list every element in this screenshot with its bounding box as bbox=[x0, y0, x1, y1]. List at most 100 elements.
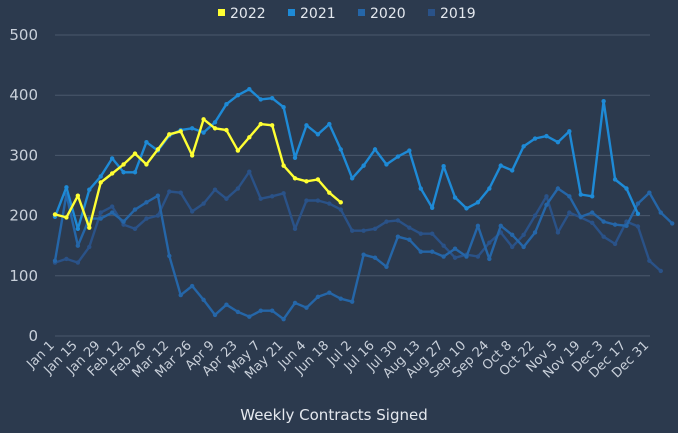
data-point-2021 bbox=[258, 97, 263, 102]
data-point-2021 bbox=[555, 139, 561, 145]
data-point-2021 bbox=[247, 86, 252, 92]
data-point-2022 bbox=[109, 171, 115, 176]
data-point-2022 bbox=[338, 200, 343, 205]
data-point-2020 bbox=[98, 216, 103, 221]
data-point-2019 bbox=[201, 201, 206, 206]
data-point-2022 bbox=[269, 123, 275, 128]
legend-label: 2019 bbox=[440, 6, 476, 22]
data-point-2020 bbox=[544, 202, 549, 207]
data-point-2020 bbox=[144, 200, 149, 205]
data-point-2019 bbox=[212, 187, 218, 192]
data-point-2019 bbox=[109, 204, 115, 209]
data-point-2019 bbox=[475, 254, 481, 259]
data-point-2021 bbox=[441, 164, 446, 169]
data-point-2020 bbox=[670, 221, 675, 226]
legend-swatch bbox=[428, 9, 435, 16]
data-point-2021 bbox=[452, 195, 458, 200]
data-point-2022 bbox=[224, 127, 229, 133]
data-point-2019 bbox=[372, 226, 378, 232]
data-point-2019 bbox=[87, 244, 92, 250]
legend-item-2022[interactable]: 2022 bbox=[218, 6, 266, 22]
data-point-2022 bbox=[75, 193, 81, 198]
data-point-2020 bbox=[532, 230, 538, 235]
data-point-2021 bbox=[212, 120, 218, 125]
data-point-2020 bbox=[121, 219, 126, 224]
legend-item-2019[interactable]: 2019 bbox=[428, 6, 476, 22]
legend-label: 2020 bbox=[370, 6, 406, 22]
data-point-2021 bbox=[224, 102, 229, 107]
data-point-2022 bbox=[235, 148, 241, 153]
data-point-2020 bbox=[464, 254, 469, 259]
data-point-2019 bbox=[224, 196, 229, 201]
data-point-2021 bbox=[109, 156, 115, 161]
data-point-2021 bbox=[532, 136, 538, 141]
legend: 2022 2021 2020 2019 bbox=[218, 6, 476, 22]
data-point-2021 bbox=[384, 162, 389, 167]
data-point-2020 bbox=[212, 312, 218, 318]
data-point-2021 bbox=[464, 206, 469, 211]
data-point-2020 bbox=[418, 249, 423, 254]
data-point-2020 bbox=[624, 223, 629, 229]
data-point-2021 bbox=[395, 154, 401, 159]
data-point-2022 bbox=[247, 135, 252, 140]
data-point-2021 bbox=[144, 139, 149, 145]
data-point-2022 bbox=[64, 215, 69, 220]
data-point-2021 bbox=[281, 105, 286, 110]
data-point-2019 bbox=[384, 219, 389, 224]
data-point-2019 bbox=[64, 256, 69, 262]
data-point-2020 bbox=[201, 297, 206, 303]
legend-item-2021[interactable]: 2021 bbox=[288, 6, 336, 22]
data-point-2020 bbox=[269, 308, 275, 313]
data-point-2020 bbox=[567, 194, 572, 199]
legend-item-2020[interactable]: 2020 bbox=[358, 6, 406, 22]
data-point-2022 bbox=[155, 147, 161, 152]
data-point-2022 bbox=[327, 190, 332, 195]
legend-swatch bbox=[218, 9, 225, 16]
data-point-2020 bbox=[189, 283, 195, 289]
series-line-2019 bbox=[54, 170, 662, 272]
data-point-2021 bbox=[475, 200, 481, 205]
data-point-2020 bbox=[52, 258, 58, 263]
data-point-2019 bbox=[487, 240, 492, 245]
series-lines bbox=[52, 86, 675, 322]
data-point-2021 bbox=[567, 129, 572, 134]
data-point-2021 bbox=[487, 186, 492, 191]
data-point-2019 bbox=[121, 222, 126, 227]
data-point-2020 bbox=[487, 256, 492, 262]
data-point-2022 bbox=[52, 212, 58, 217]
data-point-2020 bbox=[109, 210, 115, 215]
data-point-2021 bbox=[132, 170, 138, 175]
data-point-2019 bbox=[567, 210, 572, 215]
data-point-2020 bbox=[407, 237, 412, 242]
data-point-2022 bbox=[201, 117, 206, 122]
data-point-2019 bbox=[510, 244, 515, 250]
data-point-2021 bbox=[521, 144, 526, 149]
data-point-2022 bbox=[212, 126, 218, 131]
data-point-2020 bbox=[132, 207, 138, 212]
data-point-2021 bbox=[498, 163, 503, 168]
data-point-2019 bbox=[647, 258, 652, 263]
data-point-2020 bbox=[658, 210, 663, 215]
data-point-2021 bbox=[429, 205, 435, 210]
data-point-2019 bbox=[452, 255, 458, 260]
data-point-2019 bbox=[407, 225, 412, 230]
data-point-2022 bbox=[87, 225, 92, 230]
data-point-2020 bbox=[475, 223, 481, 229]
data-point-2021 bbox=[407, 148, 412, 153]
legend-swatch bbox=[358, 9, 365, 16]
data-point-2020 bbox=[441, 254, 446, 259]
data-point-2020 bbox=[452, 246, 458, 251]
data-point-2019 bbox=[635, 224, 641, 229]
data-point-2019 bbox=[178, 190, 183, 195]
data-point-2021 bbox=[327, 121, 332, 127]
data-point-2021 bbox=[601, 99, 606, 104]
data-point-2020 bbox=[224, 302, 229, 307]
data-point-2020 bbox=[429, 249, 435, 254]
data-point-2021 bbox=[578, 192, 583, 197]
data-point-2020 bbox=[590, 210, 595, 215]
data-point-2020 bbox=[304, 305, 309, 310]
data-point-2019 bbox=[658, 268, 663, 274]
data-point-2020 bbox=[555, 186, 561, 191]
data-point-2020 bbox=[349, 299, 355, 304]
